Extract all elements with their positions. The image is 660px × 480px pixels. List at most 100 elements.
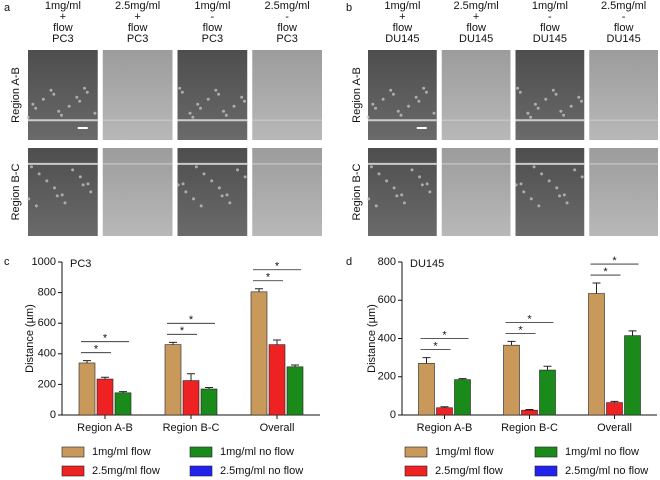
error-bar [83,360,91,363]
y-tick-label: 200 [378,371,396,383]
cell [391,92,395,96]
micrograph [589,50,658,140]
cell [369,165,373,169]
y-tick-label: 400 [378,332,396,344]
cell [67,104,71,108]
cell [374,204,378,208]
cell [392,186,396,190]
cell [176,183,180,187]
y-tick-label: 1000 [32,256,56,268]
cell [63,201,67,205]
cell [217,186,221,190]
bar [250,291,268,416]
chart-title: PC3 [70,258,91,270]
cell [217,92,221,96]
cell [194,165,198,169]
column-header: - [622,11,626,23]
cell [544,97,548,101]
significance-label: * [518,324,523,336]
row-label: Region A-B [10,67,22,123]
cell [55,194,59,198]
error-bar [507,340,516,346]
cell [75,95,79,99]
column-header: DU145 [533,33,567,45]
significance-label: * [612,255,617,267]
cell [202,172,206,176]
cell [402,201,406,205]
y-tick-label: 800 [38,287,56,299]
cell [519,182,523,186]
bar [539,369,556,416]
cell [385,179,389,183]
cell [81,183,85,187]
cell [529,197,533,201]
legend-label: 1mg/ml no flow [565,446,639,458]
column-header: PC3 [127,33,148,45]
legend-swatch [534,465,558,477]
bar [200,388,218,416]
cell [225,193,229,197]
cell [537,204,541,208]
error-bar [543,365,552,371]
cell [522,190,526,194]
cell [45,179,49,183]
cell [396,109,400,113]
legend-label: 1mg/ml flow [92,446,151,458]
error-bar [169,341,177,345]
column-header: PC3 [276,33,297,45]
cell [93,111,97,115]
bar [78,362,96,416]
error-bar [273,339,281,345]
cell [532,165,536,169]
row-label: Region B-C [10,164,22,221]
cell [400,193,404,197]
significance-label: * [275,261,280,273]
cell [514,183,518,187]
column-header: + [134,11,140,23]
cell [240,95,244,99]
panel-label: c [4,256,10,268]
cell [228,201,232,205]
legend-swatch [404,465,428,477]
legend-swatch [61,465,85,477]
cell [562,193,566,197]
cell [191,115,195,119]
error-bar [525,408,534,411]
legend-swatch [534,446,558,458]
bar [624,335,641,416]
error-bar [592,282,601,294]
significance-label: * [94,344,99,356]
micrograph [252,148,322,236]
significance-label: * [442,330,447,342]
row-label: Region A-B [351,67,363,123]
legend-swatch [189,465,213,477]
y-tick-label: 400 [38,348,56,360]
bar [286,366,304,416]
legend-label: 2.5mg/ml flow [92,465,160,477]
significance-label: * [180,325,185,337]
panel-label: a [4,2,11,14]
column-header: + [399,11,405,23]
significance-label: * [189,314,194,326]
cell [573,168,577,172]
x-tick-label: Region A-B [77,422,133,434]
cell [188,111,192,115]
error-bar [255,288,263,292]
bar [503,344,520,416]
cell [192,197,196,201]
column-header: 1mg/ml [532,0,568,12]
column-header: 2.5mg/ml [265,0,310,12]
cell [242,99,246,103]
cell [196,102,200,106]
cell [199,204,203,208]
cell [558,194,561,198]
cell [49,88,53,92]
micrograph [28,50,98,140]
column-header: flow [614,22,634,34]
column-header: 1mg/ml [194,0,230,12]
panel-label: d [346,256,352,268]
column-header: flow [203,22,223,34]
x-tick-label: Region A-B [417,422,473,434]
cell [26,115,30,119]
